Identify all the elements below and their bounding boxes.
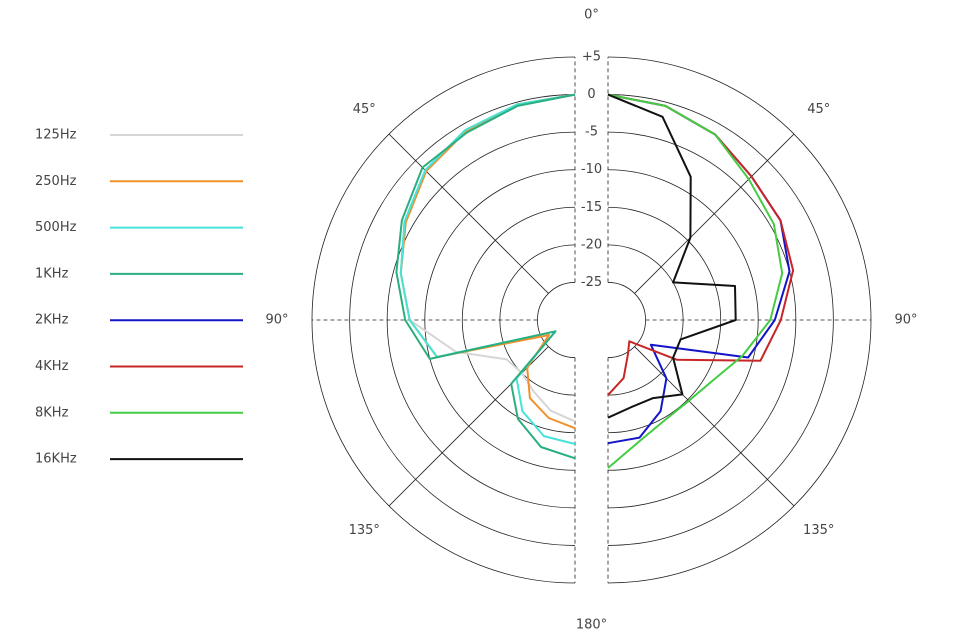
series-line (607, 93, 784, 469)
series-line (399, 93, 576, 430)
angle-label: 135° (349, 523, 380, 538)
ring-label: -15 (581, 200, 602, 215)
angle-label: 0° (584, 8, 599, 23)
series-line (607, 93, 795, 396)
ring-label-bg (578, 50, 605, 64)
ring-label-bg (578, 87, 605, 102)
angle-label: 90° (265, 313, 288, 328)
grid-ring (349, 94, 576, 546)
series-line (395, 93, 576, 460)
ring-label-bg (578, 162, 605, 177)
ring-label: -20 (581, 237, 602, 252)
grid-spoke (634, 133, 795, 294)
ring-label-bg (578, 275, 605, 290)
grid-ring (607, 206, 722, 434)
series-line (399, 93, 576, 445)
angle-label: 45° (807, 102, 830, 117)
angle-label: 90° (894, 313, 917, 328)
legend-label: 8KHz (35, 405, 69, 420)
ring-label: 0 (587, 87, 595, 102)
legend-label: 2KHz (35, 313, 69, 328)
legend-label: 125Hz (35, 128, 77, 143)
angle-label: 180° (576, 618, 607, 633)
grid-ring (537, 282, 576, 358)
legend-label: 500Hz (35, 220, 77, 235)
ring-label: -10 (581, 162, 602, 177)
legend-label: 1KHz (35, 266, 69, 281)
grid-ring (607, 94, 834, 546)
ring-label: -25 (581, 275, 602, 290)
ring-label-bg (578, 237, 605, 252)
ring-label: -5 (585, 125, 598, 140)
ring-label-bg (578, 125, 605, 140)
grid-ring (607, 282, 646, 358)
ring-label-bg (578, 200, 605, 215)
legend-label: 4KHz (35, 359, 69, 374)
angle-label: 45° (353, 102, 376, 117)
grid-spoke (634, 346, 795, 507)
grid-spoke (388, 133, 549, 294)
series-line (399, 93, 576, 423)
series-line (607, 93, 791, 445)
angle-label: 135° (803, 523, 834, 538)
grid-ring (461, 206, 576, 434)
ring-label: +5 (582, 50, 601, 65)
series-line (607, 93, 737, 419)
legend-label: 250Hz (35, 174, 77, 189)
legend-label: 16KHz (35, 452, 77, 467)
